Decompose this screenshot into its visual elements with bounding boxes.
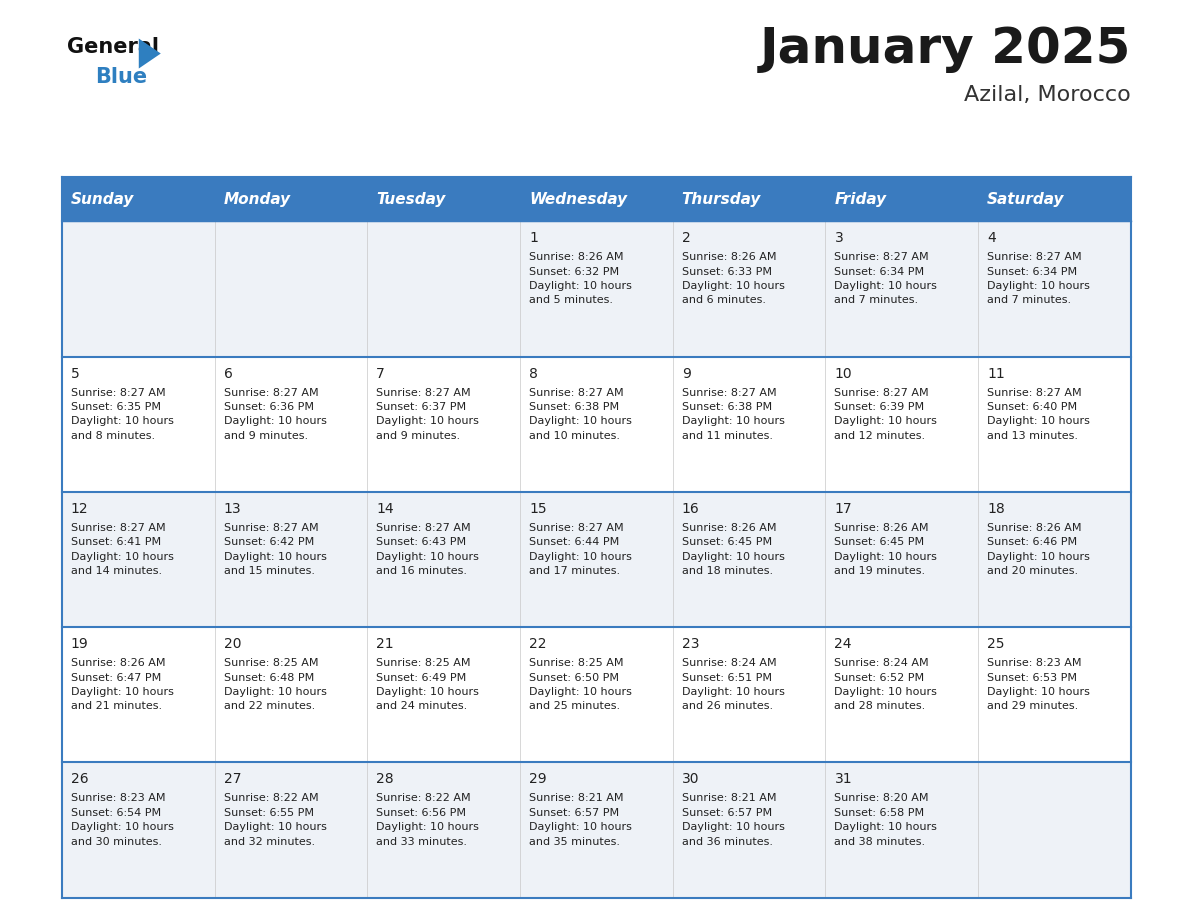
Text: Sunrise: 8:25 AM
Sunset: 6:49 PM
Daylight: 10 hours
and 24 minutes.: Sunrise: 8:25 AM Sunset: 6:49 PM Dayligh… [377,658,479,711]
Text: Sunrise: 8:26 AM
Sunset: 6:47 PM
Daylight: 10 hours
and 21 minutes.: Sunrise: 8:26 AM Sunset: 6:47 PM Dayligh… [71,658,173,711]
Text: Sunrise: 8:26 AM
Sunset: 6:46 PM
Daylight: 10 hours
and 20 minutes.: Sunrise: 8:26 AM Sunset: 6:46 PM Dayligh… [987,523,1091,577]
Text: Sunrise: 8:23 AM
Sunset: 6:54 PM
Daylight: 10 hours
and 30 minutes.: Sunrise: 8:23 AM Sunset: 6:54 PM Dayligh… [71,793,173,846]
Text: Sunday: Sunday [71,192,134,207]
Text: 26: 26 [71,772,88,787]
Bar [62,763,1131,898]
Text: 20: 20 [223,637,241,651]
Text: 31: 31 [834,772,852,787]
Text: Sunrise: 8:27 AM
Sunset: 6:37 PM
Daylight: 10 hours
and 9 minutes.: Sunrise: 8:27 AM Sunset: 6:37 PM Dayligh… [377,387,479,441]
Text: 25: 25 [987,637,1005,651]
Text: 23: 23 [682,637,700,651]
Text: 14: 14 [377,502,394,516]
Text: Sunrise: 8:23 AM
Sunset: 6:53 PM
Daylight: 10 hours
and 29 minutes.: Sunrise: 8:23 AM Sunset: 6:53 PM Dayligh… [987,658,1091,711]
Text: 22: 22 [529,637,546,651]
Text: Saturday: Saturday [987,192,1064,207]
Text: Sunrise: 8:27 AM
Sunset: 6:38 PM
Daylight: 10 hours
and 11 minutes.: Sunrise: 8:27 AM Sunset: 6:38 PM Dayligh… [682,387,784,441]
Text: 2: 2 [682,231,690,245]
Text: Sunrise: 8:24 AM
Sunset: 6:52 PM
Daylight: 10 hours
and 28 minutes.: Sunrise: 8:24 AM Sunset: 6:52 PM Dayligh… [834,658,937,711]
Text: Friday: Friday [834,192,886,207]
Text: 9: 9 [682,366,690,381]
Bar [672,177,826,221]
Text: 12: 12 [71,502,88,516]
Text: 10: 10 [834,366,852,381]
Text: Sunrise: 8:27 AM
Sunset: 6:42 PM
Daylight: 10 hours
and 15 minutes.: Sunrise: 8:27 AM Sunset: 6:42 PM Dayligh… [223,523,327,577]
Text: Sunrise: 8:26 AM
Sunset: 6:45 PM
Daylight: 10 hours
and 19 minutes.: Sunrise: 8:26 AM Sunset: 6:45 PM Dayligh… [834,523,937,577]
Text: 29: 29 [529,772,546,787]
Text: Sunrise: 8:25 AM
Sunset: 6:50 PM
Daylight: 10 hours
and 25 minutes.: Sunrise: 8:25 AM Sunset: 6:50 PM Dayligh… [529,658,632,711]
Text: 16: 16 [682,502,700,516]
Text: Sunrise: 8:24 AM
Sunset: 6:51 PM
Daylight: 10 hours
and 26 minutes.: Sunrise: 8:24 AM Sunset: 6:51 PM Dayligh… [682,658,784,711]
Bar [367,177,520,221]
Text: Azilal, Morocco: Azilal, Morocco [965,84,1131,105]
Text: Sunrise: 8:20 AM
Sunset: 6:58 PM
Daylight: 10 hours
and 38 minutes.: Sunrise: 8:20 AM Sunset: 6:58 PM Dayligh… [834,793,937,846]
Text: 17: 17 [834,502,852,516]
Text: Sunrise: 8:27 AM
Sunset: 6:34 PM
Daylight: 10 hours
and 7 minutes.: Sunrise: 8:27 AM Sunset: 6:34 PM Dayligh… [987,252,1091,306]
Bar [62,492,1131,627]
Text: Thursday: Thursday [682,192,762,207]
Text: 30: 30 [682,772,700,787]
Text: 18: 18 [987,502,1005,516]
Text: General: General [67,37,159,57]
Text: 8: 8 [529,366,538,381]
Text: 4: 4 [987,231,996,245]
Text: Sunrise: 8:27 AM
Sunset: 6:40 PM
Daylight: 10 hours
and 13 minutes.: Sunrise: 8:27 AM Sunset: 6:40 PM Dayligh… [987,387,1091,441]
Text: Wednesday: Wednesday [529,192,627,207]
Text: Sunrise: 8:27 AM
Sunset: 6:39 PM
Daylight: 10 hours
and 12 minutes.: Sunrise: 8:27 AM Sunset: 6:39 PM Dayligh… [834,387,937,441]
Text: 3: 3 [834,231,843,245]
Text: Sunrise: 8:27 AM
Sunset: 6:36 PM
Daylight: 10 hours
and 9 minutes.: Sunrise: 8:27 AM Sunset: 6:36 PM Dayligh… [223,387,327,441]
Bar [62,177,215,221]
Bar [520,177,672,221]
Text: Sunrise: 8:22 AM
Sunset: 6:55 PM
Daylight: 10 hours
and 32 minutes.: Sunrise: 8:22 AM Sunset: 6:55 PM Dayligh… [223,793,327,846]
Bar [62,356,1131,492]
Text: 19: 19 [71,637,89,651]
Bar [62,221,1131,356]
Bar [215,177,367,221]
Text: Sunrise: 8:21 AM
Sunset: 6:57 PM
Daylight: 10 hours
and 36 minutes.: Sunrise: 8:21 AM Sunset: 6:57 PM Dayligh… [682,793,784,846]
Text: Sunrise: 8:26 AM
Sunset: 6:33 PM
Daylight: 10 hours
and 6 minutes.: Sunrise: 8:26 AM Sunset: 6:33 PM Dayligh… [682,252,784,306]
Text: Sunrise: 8:27 AM
Sunset: 6:43 PM
Daylight: 10 hours
and 16 minutes.: Sunrise: 8:27 AM Sunset: 6:43 PM Dayligh… [377,523,479,577]
Text: 15: 15 [529,502,546,516]
Text: Monday: Monday [223,192,291,207]
Text: 5: 5 [71,366,80,381]
Text: Sunrise: 8:26 AM
Sunset: 6:45 PM
Daylight: 10 hours
and 18 minutes.: Sunrise: 8:26 AM Sunset: 6:45 PM Dayligh… [682,523,784,577]
Text: Sunrise: 8:27 AM
Sunset: 6:44 PM
Daylight: 10 hours
and 17 minutes.: Sunrise: 8:27 AM Sunset: 6:44 PM Dayligh… [529,523,632,577]
Polygon shape [139,39,160,69]
Text: 7: 7 [377,366,385,381]
Text: 27: 27 [223,772,241,787]
Text: 13: 13 [223,502,241,516]
Text: Sunrise: 8:21 AM
Sunset: 6:57 PM
Daylight: 10 hours
and 35 minutes.: Sunrise: 8:21 AM Sunset: 6:57 PM Dayligh… [529,793,632,846]
Bar [978,177,1131,221]
Text: 21: 21 [377,637,394,651]
Bar [62,627,1131,763]
Text: Sunrise: 8:22 AM
Sunset: 6:56 PM
Daylight: 10 hours
and 33 minutes.: Sunrise: 8:22 AM Sunset: 6:56 PM Dayligh… [377,793,479,846]
Text: Blue: Blue [95,66,147,86]
Text: Sunrise: 8:27 AM
Sunset: 6:35 PM
Daylight: 10 hours
and 8 minutes.: Sunrise: 8:27 AM Sunset: 6:35 PM Dayligh… [71,387,173,441]
Text: Sunrise: 8:26 AM
Sunset: 6:32 PM
Daylight: 10 hours
and 5 minutes.: Sunrise: 8:26 AM Sunset: 6:32 PM Dayligh… [529,252,632,306]
Text: 1: 1 [529,231,538,245]
Text: Sunrise: 8:27 AM
Sunset: 6:38 PM
Daylight: 10 hours
and 10 minutes.: Sunrise: 8:27 AM Sunset: 6:38 PM Dayligh… [529,387,632,441]
Text: Sunrise: 8:27 AM
Sunset: 6:34 PM
Daylight: 10 hours
and 7 minutes.: Sunrise: 8:27 AM Sunset: 6:34 PM Dayligh… [834,252,937,306]
Text: Sunrise: 8:25 AM
Sunset: 6:48 PM
Daylight: 10 hours
and 22 minutes.: Sunrise: 8:25 AM Sunset: 6:48 PM Dayligh… [223,658,327,711]
Text: 24: 24 [834,637,852,651]
Text: January 2025: January 2025 [759,25,1131,73]
Text: Tuesday: Tuesday [377,192,446,207]
Text: 6: 6 [223,366,233,381]
Text: 11: 11 [987,366,1005,381]
Text: 28: 28 [377,772,394,787]
Text: Sunrise: 8:27 AM
Sunset: 6:41 PM
Daylight: 10 hours
and 14 minutes.: Sunrise: 8:27 AM Sunset: 6:41 PM Dayligh… [71,523,173,577]
Bar [826,177,978,221]
